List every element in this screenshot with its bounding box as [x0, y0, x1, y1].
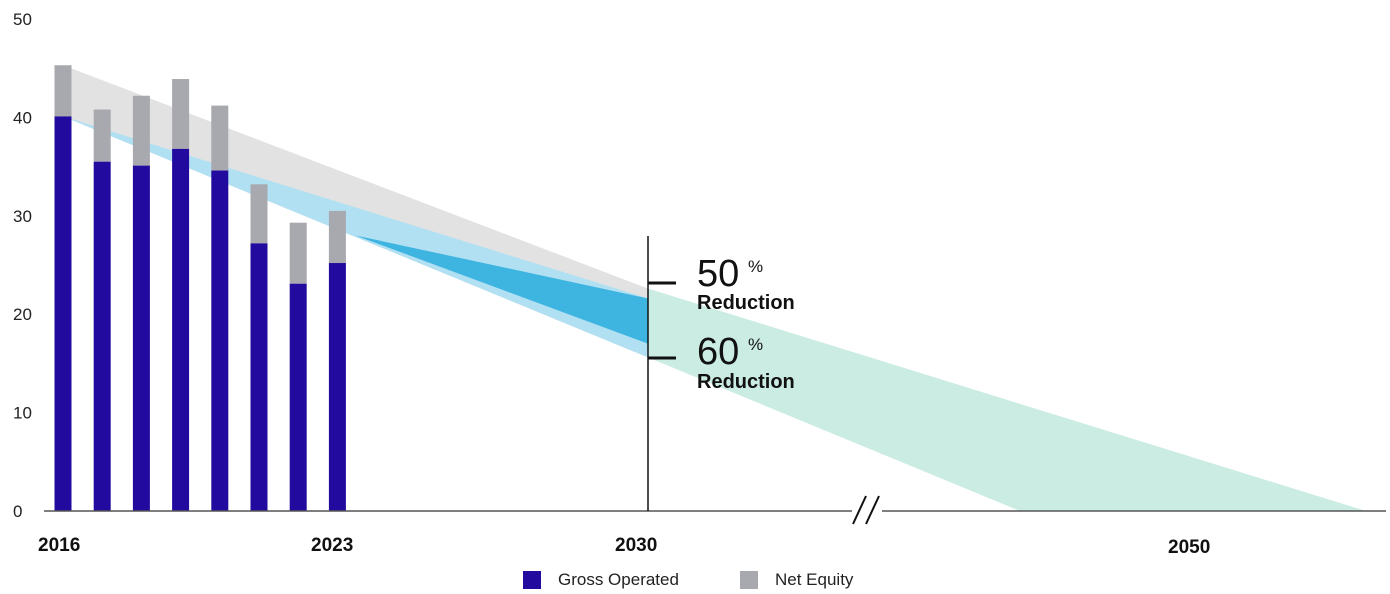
x-tick-label: 2023	[311, 535, 353, 556]
annotation-60-pct: 60	[697, 331, 739, 373]
bar-net-equity-2023	[328, 210, 346, 264]
band-cyan-overlap	[355, 235, 649, 344]
pathway-bands	[63, 65, 1366, 511]
bar-net-equity-2018	[132, 95, 150, 166]
bar-net-equity-2022	[289, 222, 307, 284]
bar-series	[54, 65, 346, 512]
x-tick-label: 2016	[38, 535, 80, 556]
x-axis-ticks: 2016 2023 2030 2050	[38, 535, 1210, 558]
band-teal-pathway	[648, 288, 1366, 511]
bar-gross-operated-2016	[54, 116, 72, 511]
bar-gross-operated-2018	[132, 165, 150, 511]
bar-gross-operated-2017	[93, 161, 111, 511]
bar-gross-operated-2021	[250, 243, 268, 512]
bar-gross-operated-2022	[289, 283, 307, 511]
bar-net-equity-2019	[172, 79, 190, 149]
legend-label-gross-operated: Gross Operated	[558, 570, 679, 589]
y-axis-ticks: 0 10 20 30 40 50	[13, 10, 32, 521]
y-tick-label: 0	[13, 502, 22, 521]
x-tick-label: 2050	[1168, 537, 1210, 558]
legend: Gross Operated Net Equity	[0, 570, 1390, 594]
bar-gross-operated-2023	[328, 263, 346, 511]
legend-swatch-gross-operated	[523, 571, 541, 589]
bar-gross-operated-2019	[172, 148, 190, 511]
annotation-60-reduction: 60 % Reduction	[697, 331, 795, 393]
axis-break-icon	[852, 495, 882, 526]
legend-swatch-net-equity	[740, 571, 758, 589]
annotation-50-label: Reduction	[697, 292, 795, 314]
band-light-blue-pathway	[63, 116, 649, 358]
y-tick-label: 50	[13, 10, 32, 29]
y-tick-label: 20	[13, 305, 32, 324]
bar-net-equity-2020	[211, 105, 229, 171]
bar-gross-operated-2020	[211, 170, 229, 511]
bar-net-equity-2021	[250, 184, 268, 244]
legend-item-net-equity: Net Equity	[740, 570, 853, 590]
bar-net-equity-2016	[54, 65, 72, 117]
legend-item-gross-operated: Gross Operated	[523, 570, 679, 590]
y-tick-label: 40	[13, 108, 32, 127]
annotation-60-sup: %	[748, 335, 763, 354]
y-tick-label: 30	[13, 207, 32, 226]
bar-net-equity-2017	[93, 109, 111, 162]
legend-label-net-equity: Net Equity	[775, 570, 854, 589]
annotation-60-label: Reduction	[697, 371, 795, 393]
annotation-50-reduction: 50 % Reduction	[697, 253, 795, 314]
x-tick-label: 2030	[615, 535, 657, 556]
y-tick-label: 10	[13, 404, 32, 423]
annotation-50-sup: %	[748, 257, 763, 276]
annotation-50-pct: 50	[697, 253, 739, 295]
